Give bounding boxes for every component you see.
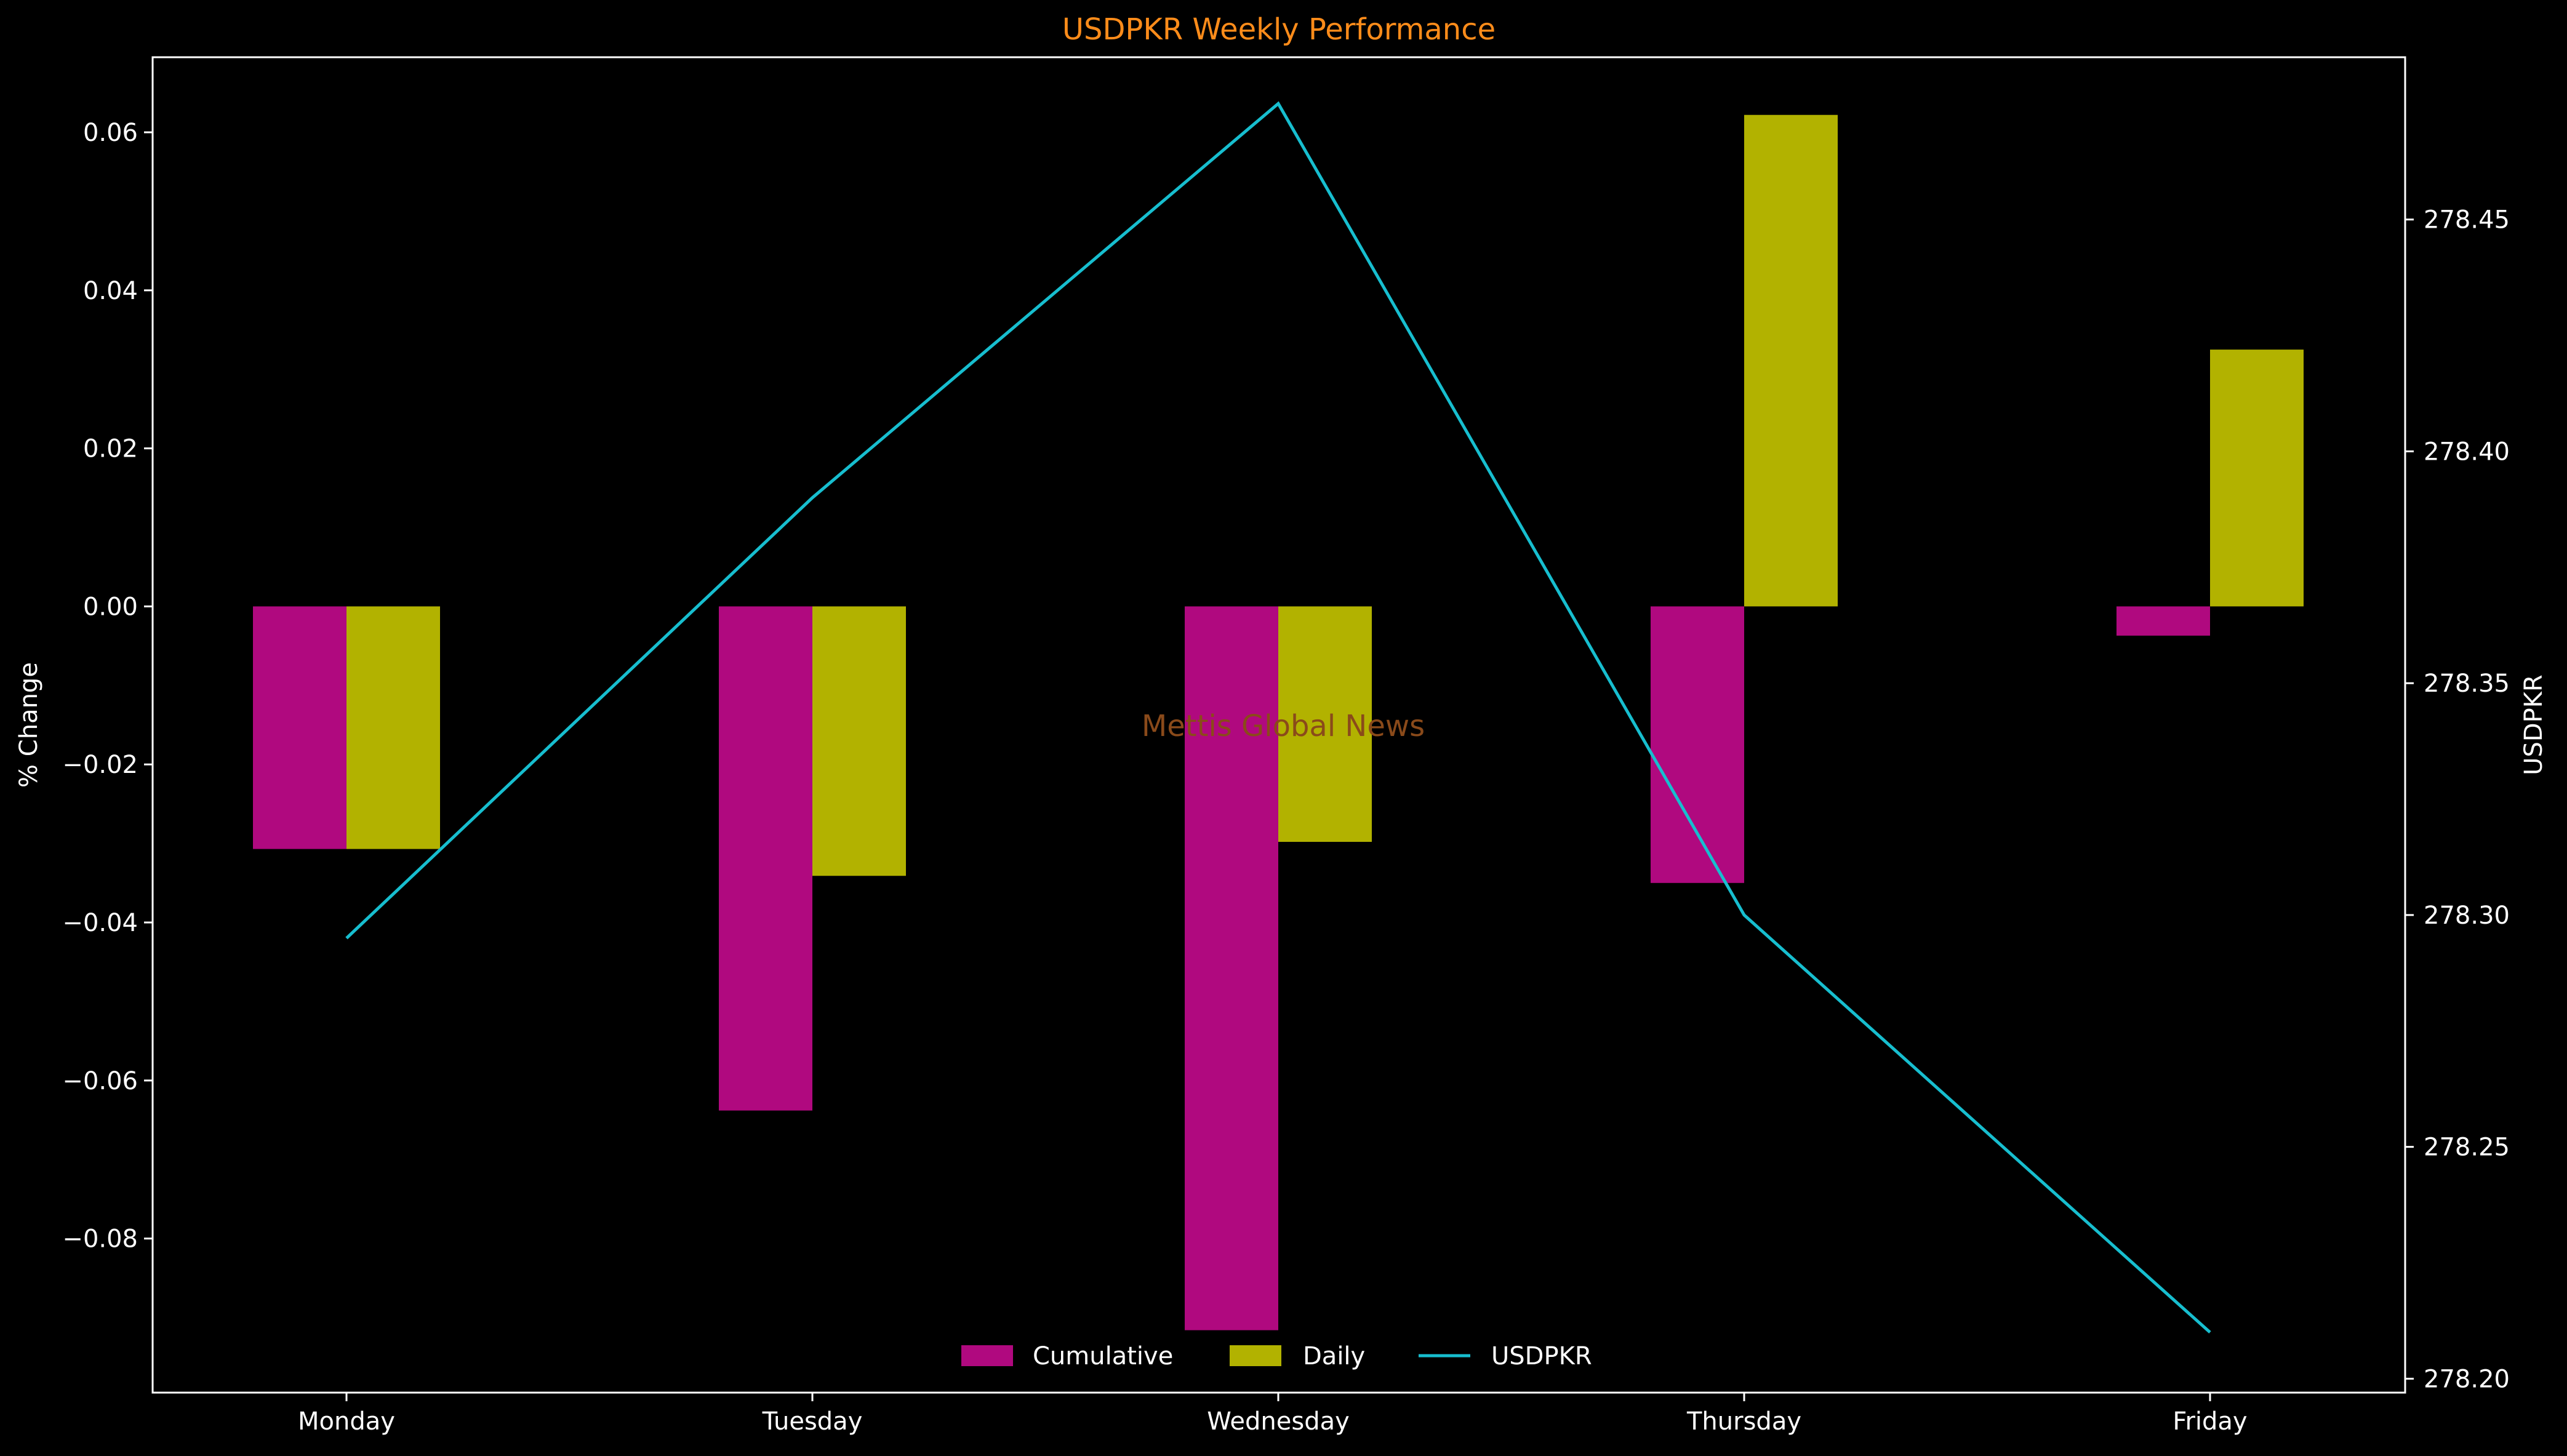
y-tick-label: 0.04: [83, 277, 138, 305]
bar-cumulative-monday: [253, 606, 346, 849]
x-tick-label: Wednesday: [1207, 1407, 1350, 1436]
y2-tick-label: 278.40: [2424, 438, 2510, 466]
left-axis-ticks: 0.06 0.04 0.02 0.00 −0.02 −0.04 −0.06 −0.08: [62, 119, 153, 1254]
y-tick-label: −0.08: [62, 1225, 138, 1254]
bar-daily-wednesday: [1278, 606, 1372, 842]
bar-daily-friday: [2210, 350, 2304, 607]
y2-tick-label: 278.45: [2424, 206, 2510, 234]
x-tick-label: Monday: [298, 1407, 395, 1436]
y2-tick-label: 278.20: [2424, 1365, 2510, 1393]
y-tick-label: −0.02: [62, 751, 138, 779]
x-tick-label: Friday: [2173, 1407, 2247, 1436]
y-tick-label: −0.04: [62, 909, 138, 937]
chart-title: USDPKR Weekly Performance: [1062, 12, 1496, 47]
legend-label-daily: Daily: [1303, 1342, 1365, 1370]
bar-daily-thursday: [1744, 114, 1838, 607]
y-axis-label: % Change: [15, 662, 43, 788]
watermark: Mettis Global News: [1142, 709, 1425, 743]
legend-swatch-daily: [1230, 1345, 1281, 1366]
line-layer: [345, 101, 2211, 1334]
x-tick-label: Thursday: [1686, 1407, 1801, 1436]
bar-daily-monday: [346, 606, 440, 849]
x-tick-label: Tuesday: [762, 1407, 863, 1436]
y2-axis-label: USDPKR: [2520, 674, 2548, 775]
bar-layer: [253, 114, 2304, 1330]
y-tick-label: 0.02: [83, 435, 138, 463]
y2-tick-label: 278.35: [2424, 670, 2510, 698]
bar-daily-tuesday: [812, 606, 906, 876]
y2-tick-label: 278.30: [2424, 902, 2510, 930]
legend-swatch-cumulative: [961, 1345, 1013, 1366]
bar-cumulative-thursday: [1651, 606, 1744, 883]
bar-cumulative-wednesday: [1185, 606, 1278, 1330]
right-axis-ticks: 278.45 278.40 278.35 278.30 278.25 278.20: [2405, 206, 2510, 1393]
legend: Cumulative Daily USDPKR: [961, 1342, 1592, 1370]
y2-tick-label: 278.25: [2424, 1134, 2510, 1162]
y-tick-label: −0.06: [62, 1067, 138, 1095]
legend-label-usdpkr: USDPKR: [1491, 1342, 1592, 1370]
bar-cumulative-tuesday: [719, 606, 812, 1111]
y-tick-label: 0.06: [83, 119, 138, 147]
y-tick-label: 0.00: [83, 593, 138, 621]
legend-label-cumulative: Cumulative: [1033, 1342, 1173, 1370]
x-axis-ticks: Monday Tuesday Wednesday Thursday Friday: [298, 1393, 2248, 1436]
bar-cumulative-friday: [2116, 606, 2210, 636]
